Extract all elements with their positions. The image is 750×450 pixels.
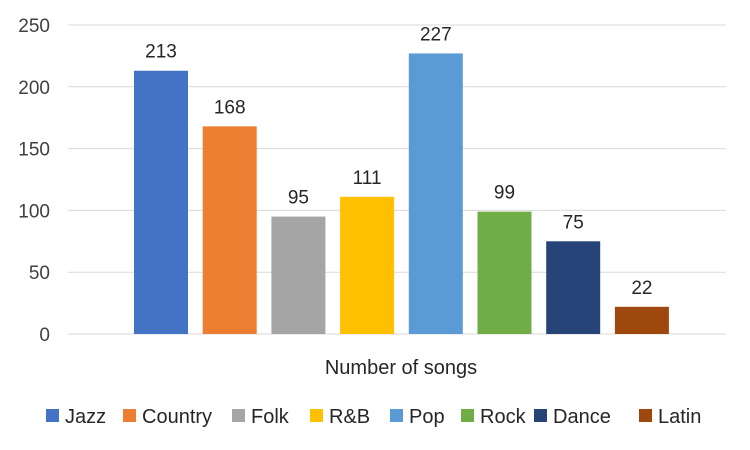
- legend-label: Country: [142, 406, 212, 428]
- data-label: 75: [563, 212, 584, 233]
- data-label: 22: [631, 278, 652, 299]
- legend-swatch: [534, 409, 547, 422]
- data-labels: 213 168 95 111 227 99 75 22: [145, 24, 652, 298]
- legend-swatch: [123, 409, 136, 422]
- y-tick-label: 150: [18, 140, 50, 161]
- y-tick-label: 50: [29, 263, 50, 284]
- x-axis-label: Number of songs: [325, 357, 477, 379]
- bar-pop: [408, 53, 463, 334]
- bar-country: [202, 126, 257, 335]
- legend-swatch: [46, 409, 59, 422]
- legend-swatch: [310, 409, 323, 422]
- legend-swatch: [232, 409, 245, 422]
- legend-swatch: [461, 409, 474, 422]
- y-tick-label: 100: [18, 201, 50, 222]
- legend-swatch: [639, 409, 652, 422]
- legend-label: Dance: [553, 406, 611, 428]
- y-tick-label: 0: [39, 325, 50, 346]
- bar-rock: [477, 211, 532, 334]
- data-label: 111: [353, 168, 382, 189]
- data-label: 213: [145, 42, 177, 63]
- bar-rb: [340, 196, 395, 334]
- legend-label: Latin: [658, 406, 701, 428]
- legend-label: Jazz: [65, 406, 106, 428]
- data-label: 168: [214, 97, 246, 118]
- data-label: 95: [288, 188, 309, 209]
- legend-label: R&B: [329, 406, 370, 428]
- bar-dance: [546, 241, 601, 334]
- y-tick-label: 250: [18, 16, 50, 37]
- bar-jazz: [134, 70, 188, 335]
- legend-label: Folk: [251, 406, 290, 428]
- legend: Jazz Country Folk R&B Pop Rock Dance Latin: [46, 406, 701, 428]
- legend-label: Pop: [409, 406, 445, 428]
- bar-folk: [271, 216, 326, 334]
- legend-label: Rock: [480, 406, 527, 428]
- legend-swatch: [390, 409, 403, 422]
- data-label: 99: [494, 183, 515, 204]
- bar-latin: [614, 306, 669, 334]
- y-tick-label: 200: [18, 78, 50, 99]
- y-axis-ticks: 0 50 100 150 200 250: [18, 16, 50, 346]
- data-label: 227: [420, 24, 452, 45]
- bars: [134, 53, 669, 335]
